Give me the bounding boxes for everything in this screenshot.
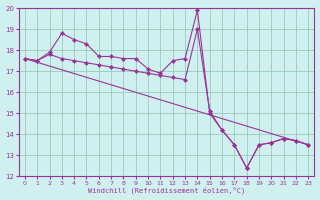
X-axis label: Windchill (Refroidissement éolien,°C): Windchill (Refroidissement éolien,°C) <box>88 187 245 194</box>
